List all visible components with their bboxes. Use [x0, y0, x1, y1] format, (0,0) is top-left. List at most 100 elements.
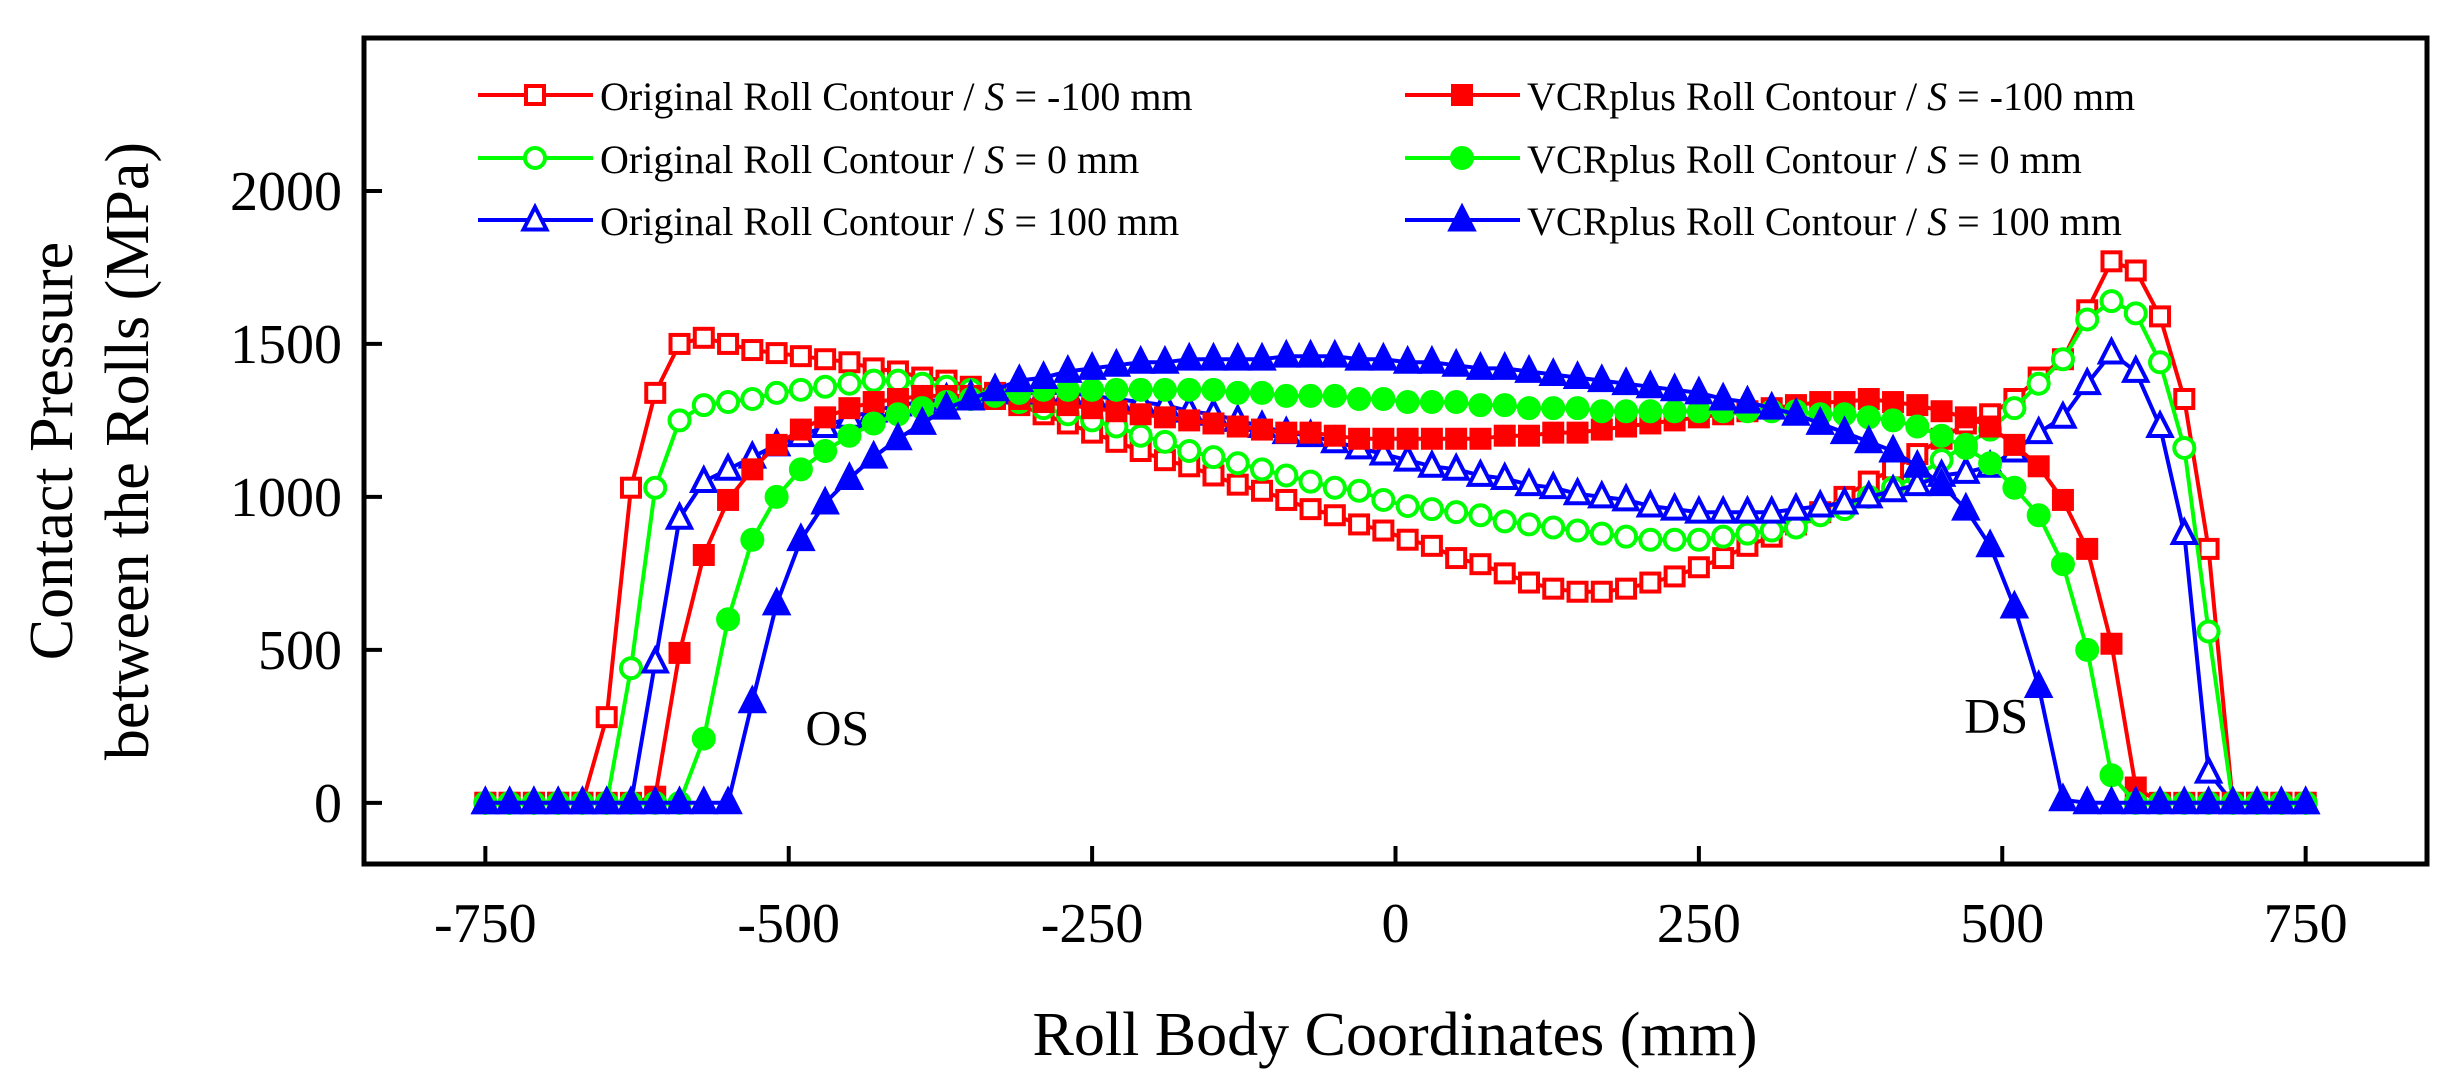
data-point [1468, 503, 1493, 528]
data-point [1712, 547, 1735, 570]
data-point [862, 391, 885, 414]
data-point [1881, 408, 1906, 433]
data-point [1420, 427, 1443, 450]
data-point [2072, 366, 2102, 396]
data-point [1251, 418, 1274, 441]
data-point [1493, 424, 1516, 447]
x-tick-label: -250 [1041, 893, 1144, 955]
y-tick-label: 0 [314, 773, 342, 835]
data-point [1444, 500, 1469, 525]
legend-label: Original Roll Contour / S = -100 mm [600, 74, 1193, 119]
data-point [1299, 498, 1322, 521]
data-point [2026, 371, 2051, 396]
data-point [786, 522, 816, 552]
data-point [1445, 427, 1468, 450]
data-point [2075, 307, 2100, 332]
data-point [1444, 390, 1469, 415]
data-point [668, 332, 691, 355]
data-point [664, 500, 695, 530]
data-point [1392, 344, 1423, 374]
data-point [1152, 429, 1177, 454]
data-point [1662, 527, 1687, 552]
data-point [616, 785, 646, 815]
data-point [1469, 427, 1492, 450]
data-point [2169, 516, 2200, 546]
data-point [1371, 487, 1396, 512]
data-point [1587, 363, 1617, 393]
data-point [1854, 479, 1884, 509]
data-point [692, 544, 715, 567]
data-point [2051, 488, 2074, 511]
data-point [1902, 448, 1933, 478]
axis-ticks: -750 -500 -250 0 250 500 750 0 500 1000 1500 2000 [230, 161, 2348, 955]
data-point [1541, 396, 1566, 421]
data-point [1684, 375, 1714, 405]
data-point [1565, 518, 1590, 543]
data-point [2266, 785, 2297, 815]
data-point [2002, 396, 2027, 421]
data-point [1247, 341, 1277, 371]
legend-entry-5: VCRplus Roll Contour / S = 0 mm [1405, 137, 2082, 182]
data-point [2100, 632, 2123, 655]
data-point [2096, 785, 2127, 815]
data-point [1177, 439, 1202, 463]
data-point [1905, 414, 1930, 439]
data-point [494, 785, 525, 815]
series-line [485, 354, 2306, 805]
data-point [1614, 524, 1639, 549]
data-point [1930, 400, 1953, 423]
data-point [1856, 405, 1881, 430]
data-point [2002, 475, 2027, 500]
data-point [2096, 335, 2127, 365]
data-point [1542, 421, 1565, 444]
series-line [485, 350, 2306, 805]
data-point [1469, 553, 1492, 576]
data-point [1662, 399, 1687, 424]
data-point [1298, 383, 1323, 408]
data-point [1419, 497, 1444, 522]
data-point [837, 371, 862, 396]
data-point [1101, 347, 1132, 377]
series-line [485, 298, 2306, 805]
data-point [1659, 491, 1690, 521]
data-point [838, 397, 861, 420]
data-point [567, 785, 598, 815]
data-point [716, 390, 741, 415]
series-line [485, 387, 2306, 805]
data-point [1417, 448, 1447, 478]
data-point [1538, 470, 1569, 500]
data-point [1129, 403, 1152, 426]
legend-marker [520, 202, 550, 232]
data-point [1805, 406, 1836, 435]
data-point [689, 785, 719, 815]
data-point [717, 332, 740, 355]
data-point [1999, 589, 2030, 619]
legend-marker [524, 84, 546, 106]
data-point [1732, 494, 1763, 524]
data-point [2023, 415, 2054, 445]
legend-label: Original Roll Contour / S = 100 mm [600, 199, 1179, 244]
data-point [2076, 537, 2099, 560]
data-point [1979, 415, 2002, 438]
x-tick-label: 750 [2264, 893, 2348, 955]
data-point [885, 402, 910, 427]
data-point [885, 368, 910, 393]
data-point [764, 484, 789, 509]
data-point [1395, 390, 1420, 415]
data-point [1347, 478, 1372, 503]
legend-entry-6: VCRplus Roll Contour / S = 100 mm [1405, 199, 2122, 244]
data-point [1202, 412, 1225, 435]
data-point [1902, 467, 1933, 497]
data-point [2193, 754, 2224, 784]
data-point [814, 406, 837, 429]
data-point [931, 390, 962, 420]
data-point [595, 706, 618, 729]
data-point [619, 476, 642, 499]
data-point [640, 785, 671, 815]
data-point [644, 381, 667, 404]
data-point [1177, 377, 1202, 402]
data-point [713, 785, 743, 815]
data-point [716, 607, 741, 632]
legend-entry-1: Original Roll Contour / S = -100 mm [478, 74, 1193, 119]
